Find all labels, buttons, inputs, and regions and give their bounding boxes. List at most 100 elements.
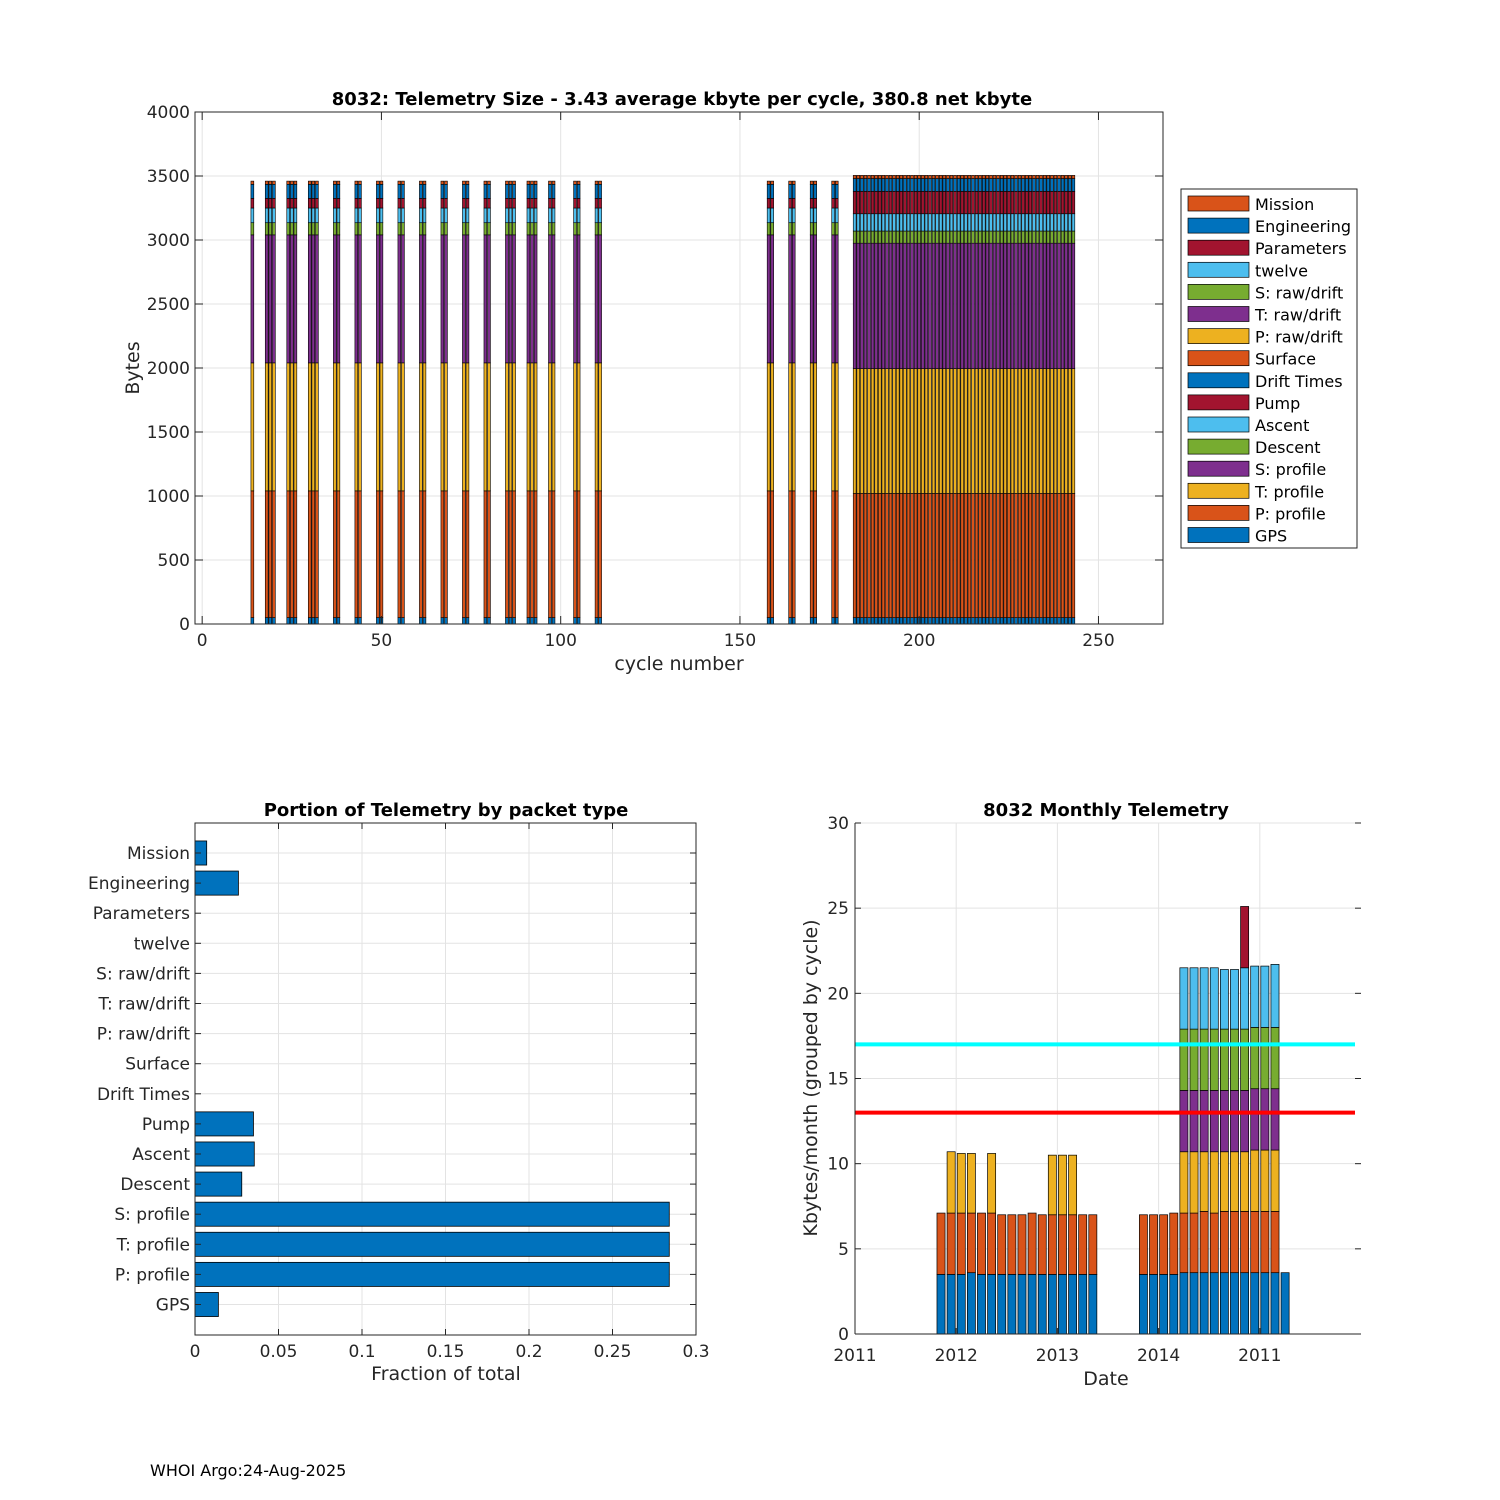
top-bar-segment — [576, 207, 581, 224]
top-bar-segment — [813, 490, 817, 618]
top-bar-segment — [1021, 242, 1025, 369]
top-bar-segment — [293, 184, 298, 199]
top-bar-segment — [1050, 617, 1054, 625]
top-bar-segment — [913, 617, 918, 625]
top-cycle-bar — [903, 175, 907, 625]
top-bar-segment — [788, 234, 792, 364]
top-bar-segment — [290, 198, 294, 209]
top-cycle-bar — [548, 180, 552, 625]
legend-label: Engineering — [1255, 217, 1351, 236]
top-cycle-bar — [881, 175, 886, 625]
top-bar-segment — [1010, 178, 1015, 192]
top-bar-segment — [397, 234, 402, 364]
bl-category-label: P: profile — [115, 1265, 190, 1285]
br-bar-segment — [1189, 967, 1199, 1030]
br-y-tick-label: 5 — [838, 1240, 849, 1260]
top-bar-segment — [1021, 230, 1025, 244]
top-bar-segment — [770, 207, 774, 224]
top-bar-segment — [996, 493, 1000, 618]
top-bar-segment — [899, 230, 904, 244]
top-bar-segment — [978, 493, 982, 618]
top-bar-segment — [863, 617, 868, 625]
top-bar-segment — [913, 178, 918, 192]
br-bar-segment — [946, 1151, 956, 1214]
legend-swatch — [1187, 527, 1250, 543]
top-bar-segment — [813, 184, 817, 199]
top-bar-segment — [286, 617, 290, 625]
br-month-bar — [1149, 1214, 1158, 1335]
br-bar-segment — [1199, 967, 1209, 1030]
top-bar-segment — [964, 493, 968, 618]
top-bar-segment — [953, 493, 957, 618]
top-bar-segment — [949, 213, 954, 232]
top-bar-segment — [264, 234, 269, 364]
top-bar-segment — [867, 178, 871, 192]
br-month-bar — [1230, 969, 1239, 1335]
top-cycle-bar — [913, 175, 918, 625]
top-bar-segment — [967, 368, 972, 494]
br-bar-segment — [1179, 1151, 1189, 1214]
top-bar-segment — [1007, 175, 1011, 179]
top-bar-segment — [551, 222, 556, 236]
br-month-bar — [1280, 1272, 1290, 1335]
bl-x-tick-label: 0 — [190, 1342, 201, 1362]
top-bar-segment — [964, 191, 968, 215]
telemetry-size-chart: 0 50 100 150 200 2500500100015002000250030003… — [122, 89, 1358, 675]
top-bar-segment — [1039, 242, 1043, 369]
top-bar-segment — [946, 230, 950, 244]
top-bar-segment — [465, 180, 470, 185]
top-bar-segment — [996, 368, 1000, 494]
top-bar-segment — [935, 178, 939, 192]
top-bar-segment — [878, 242, 882, 369]
top-bar-segment — [307, 180, 312, 185]
top-bar-segment — [863, 242, 868, 369]
top-bar-segment — [953, 242, 957, 369]
top-bar-segment — [307, 222, 312, 236]
br-bar-segment — [1169, 1212, 1179, 1275]
bl-x-tick-label: 0.1 — [348, 1342, 375, 1362]
top-bar-segment — [885, 178, 889, 192]
top-cycle-bar — [379, 180, 384, 625]
top-bar-segment — [956, 617, 961, 625]
top-bar-segment — [917, 368, 921, 494]
top-bar-segment — [874, 230, 878, 244]
top-bar-segment — [401, 234, 405, 364]
top-bar-segment — [1028, 617, 1033, 625]
top-bar-segment — [1039, 617, 1043, 625]
top-bar-segment — [906, 230, 911, 244]
top-bars — [250, 175, 1076, 625]
top-bar-segment — [942, 368, 947, 494]
top-cycle-bar — [505, 180, 509, 625]
top-bar-segment — [530, 222, 534, 236]
top-bar-segment — [444, 207, 448, 224]
top-bar-segment — [1003, 368, 1007, 494]
top-bar-segment — [888, 175, 893, 179]
top-bar-segment — [376, 222, 380, 236]
top-bar-segment — [885, 175, 889, 179]
top-bar-segment — [598, 222, 602, 236]
top-x-tick-label: 150 — [724, 631, 756, 651]
top-bar-segment — [358, 207, 362, 224]
top-bar-segment — [989, 493, 993, 618]
br-bar-segment — [1007, 1274, 1017, 1335]
top-bar-segment — [996, 230, 1000, 244]
top-bar-segment — [852, 213, 857, 232]
top-bar-segment — [548, 184, 552, 199]
top-bar-segment — [268, 198, 273, 209]
top-bar-segment — [419, 184, 423, 199]
top-bar-segment — [982, 617, 986, 625]
top-bar-segment — [895, 617, 900, 625]
top-bar-segment — [1050, 368, 1054, 494]
top-bar-segment — [440, 362, 445, 492]
top-bar-segment — [791, 234, 796, 364]
top-bar-segment — [1071, 230, 1076, 244]
top-bar-segment — [903, 178, 907, 192]
legend-swatch — [1187, 261, 1250, 278]
top-bar-segment — [895, 178, 900, 192]
top-bar-segment — [444, 180, 448, 185]
top-bar-segment — [974, 178, 979, 192]
top-bar-segment — [272, 234, 276, 364]
br-bar-segment — [1179, 967, 1189, 1030]
top-bar-segment — [856, 213, 860, 232]
top-bar-segment — [311, 490, 316, 618]
